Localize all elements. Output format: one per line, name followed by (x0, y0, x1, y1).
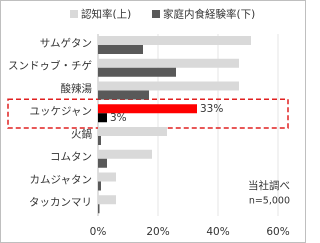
bar (98, 204, 100, 214)
x-tick-label: 60% (266, 226, 289, 238)
bar (98, 158, 107, 168)
legend-swatch (70, 10, 78, 18)
bar (98, 45, 143, 54)
bar (98, 195, 116, 205)
legend-label: 認知率(上) (81, 8, 131, 21)
y-tick-label: サムゲタン (40, 37, 92, 49)
bar (98, 36, 251, 45)
bar (98, 58, 239, 68)
bar (98, 136, 101, 145)
bar (98, 104, 197, 114)
value-label: 33% (200, 103, 223, 115)
annotation: n=5,000 (249, 196, 290, 207)
bar (98, 127, 167, 136)
x-tick-label: 20% (146, 226, 169, 238)
bar (98, 90, 149, 100)
legend-swatch (152, 10, 160, 18)
x-tick-label: 0% (90, 226, 107, 238)
x-tick-label: 40% (206, 226, 229, 238)
y-tick-label: ユッケジャン (30, 106, 92, 118)
legend-label: 家庭内食経験率(下) (163, 8, 255, 21)
annotation: 当社調べ (248, 179, 290, 192)
y-tick-label: カムジャタン (30, 174, 92, 186)
bar (98, 81, 239, 91)
bar (98, 149, 152, 159)
bar (98, 113, 107, 123)
value-label: 3% (110, 112, 127, 124)
bar (98, 181, 101, 191)
y-tick-label: コムタン (50, 151, 92, 163)
bar (98, 172, 116, 182)
y-tick-label: スンドゥブ・チゲ (8, 59, 92, 72)
bar (98, 67, 176, 77)
y-tick-label: 火鍋 (71, 127, 92, 140)
y-tick-label: タッカンマリ (29, 197, 92, 209)
chart: 認知率(上) 家庭内食経験率(下) 0% 20% 40% 60% サムゲタンスンドゥブ・チゲ… (0, 0, 306, 243)
y-tick-label: 酸辣湯 (61, 82, 93, 95)
